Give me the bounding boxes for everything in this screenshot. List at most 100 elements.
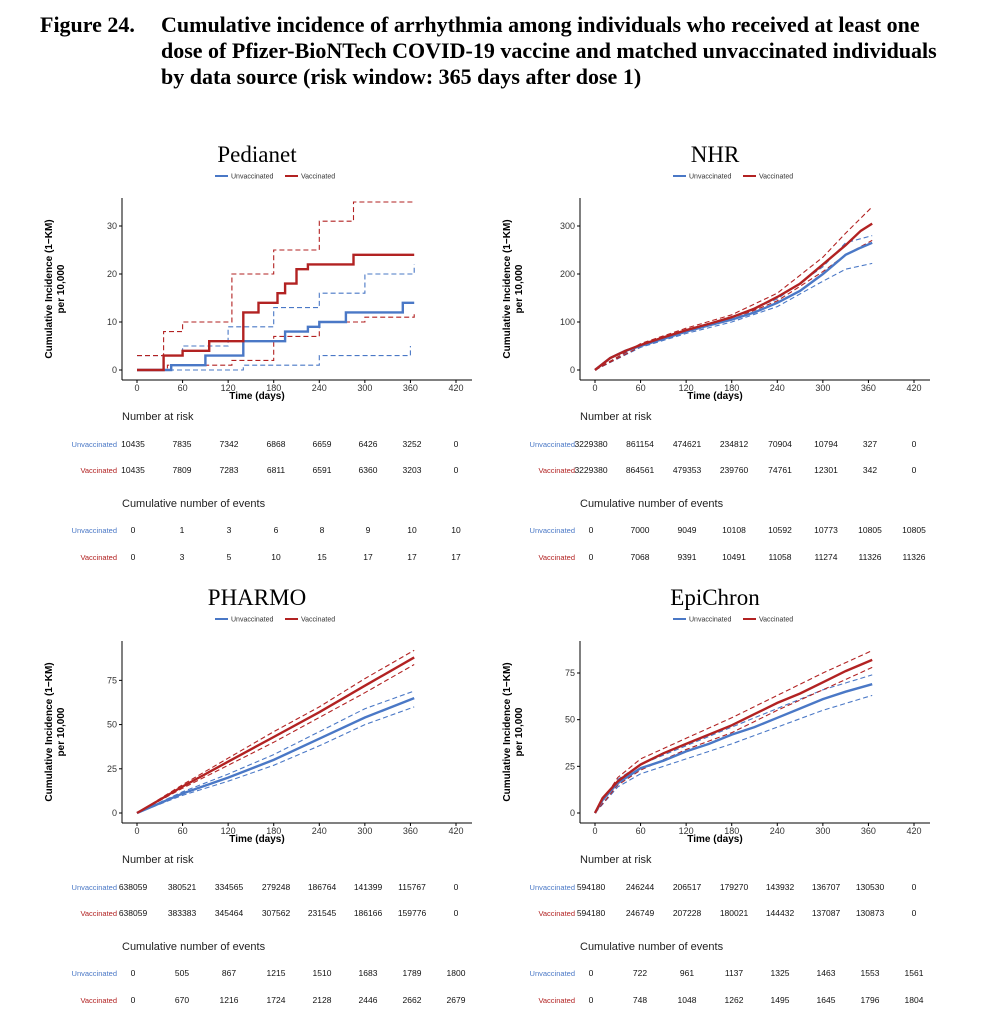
events-row-label-unvaccinated: Unvaccinated bbox=[72, 526, 117, 535]
events-cell-unvaccinated: 961 bbox=[680, 968, 694, 978]
events-cell-unvaccinated: 1553 bbox=[861, 968, 880, 978]
risk-cell-unvaccinated: 861154 bbox=[626, 439, 654, 449]
risk-cell-unvaccinated: 234812 bbox=[720, 439, 749, 449]
events-cell-vaccinated: 10 bbox=[271, 552, 281, 562]
risk-cell-vaccinated: 6360 bbox=[359, 465, 378, 475]
y-axis-title: Cumulative Incidence (1−KM) per 10,000 bbox=[502, 219, 525, 358]
events-cell-unvaccinated: 1325 bbox=[771, 968, 790, 978]
risk-cell-unvaccinated: 246244 bbox=[626, 882, 655, 892]
risk-cell-unvaccinated: 10794 bbox=[814, 439, 838, 449]
risk-row-label-unvaccinated: Unvaccinated bbox=[530, 440, 575, 449]
risk-cell-unvaccinated: 3252 bbox=[403, 439, 422, 449]
y-tick-label: 25 bbox=[107, 764, 117, 774]
events-row-label-unvaccinated: Unvaccinated bbox=[72, 969, 117, 978]
x-axis-title: Time (days) bbox=[229, 391, 284, 402]
events-cell-vaccinated: 1804 bbox=[905, 995, 924, 1005]
risk-cell-unvaccinated: 141399 bbox=[354, 882, 383, 892]
risk-cell-vaccinated: 231545 bbox=[308, 908, 337, 918]
risk-cell-unvaccinated: 327 bbox=[863, 439, 877, 449]
x-tick-label: 300 bbox=[815, 826, 830, 836]
ci-upper-vaccinated bbox=[137, 201, 415, 357]
ci-upper-unvaccinated bbox=[136, 690, 415, 814]
events-cell-unvaccinated: 7000 bbox=[631, 525, 650, 535]
series-line-vaccinated bbox=[136, 656, 415, 815]
events-cell-unvaccinated: 9049 bbox=[678, 525, 697, 535]
risk-row-label-vaccinated: Vaccinated bbox=[538, 466, 575, 475]
risk-cell-vaccinated: 3203 bbox=[403, 465, 422, 475]
x-tick-label: 420 bbox=[448, 383, 463, 393]
events-cell-vaccinated: 11326 bbox=[858, 552, 881, 562]
risk-cell-unvaccinated: 380521 bbox=[168, 882, 197, 892]
x-tick-label: 60 bbox=[178, 383, 188, 393]
x-tick-label: 0 bbox=[592, 383, 597, 393]
x-tick-label: 60 bbox=[636, 826, 646, 836]
ci-lower-unvaccinated bbox=[136, 706, 415, 814]
x-tick-label: 420 bbox=[906, 826, 921, 836]
risk-cell-unvaccinated: 179270 bbox=[720, 882, 749, 892]
ci-upper-vaccinated bbox=[594, 650, 873, 814]
panel-nhr: NHR Unvaccinated Vaccinated 0 60 120 180 240 300… bbox=[502, 142, 930, 562]
risk-cell-vaccinated: 10435 bbox=[121, 465, 145, 475]
y-tick-label: 0 bbox=[570, 808, 575, 818]
x-tick-label: 0 bbox=[592, 826, 597, 836]
y-axis-title: Cumulative Incidence (1−KM) per 10,000 bbox=[44, 662, 67, 801]
panel-pharmo: PHARMO Unvaccinated Vaccinated 0 60 120 180 240… bbox=[44, 585, 472, 1005]
risk-cell-vaccinated: 342 bbox=[863, 465, 877, 475]
events-cell-vaccinated: 10491 bbox=[722, 552, 746, 562]
risk-table-title: Number at risk bbox=[580, 854, 652, 866]
y-tick-label: 200 bbox=[560, 269, 575, 279]
events-cell-unvaccinated: 1463 bbox=[817, 968, 836, 978]
y-tick-label: 300 bbox=[560, 221, 575, 231]
panel-title: Pedianet bbox=[217, 142, 297, 167]
y-tick-label: 75 bbox=[107, 675, 117, 685]
y-tick-label: 50 bbox=[107, 720, 117, 730]
events-cell-vaccinated: 2679 bbox=[447, 995, 466, 1005]
events-cell-vaccinated: 1216 bbox=[220, 995, 239, 1005]
risk-cell-vaccinated: 74761 bbox=[768, 465, 792, 475]
y-axis-title-line2: per 10,000 bbox=[56, 707, 67, 756]
events-table-title: Cumulative number of events bbox=[122, 498, 266, 510]
risk-cell-unvaccinated: 186764 bbox=[308, 882, 337, 892]
events-table-title: Cumulative number of events bbox=[122, 941, 266, 953]
legend-label-unvaccinated: Unvaccinated bbox=[231, 617, 274, 624]
risk-cell-vaccinated: 246749 bbox=[626, 908, 655, 918]
risk-cell-vaccinated: 594180 bbox=[577, 908, 606, 918]
events-cell-unvaccinated: 0 bbox=[131, 525, 136, 535]
risk-cell-vaccinated: 479353 bbox=[673, 465, 702, 475]
events-cell-vaccinated: 748 bbox=[633, 995, 647, 1005]
figure-caption: Cumulative incidence of arrhythmia among… bbox=[161, 12, 937, 89]
events-cell-unvaccinated: 1789 bbox=[403, 968, 422, 978]
x-tick-label: 120 bbox=[221, 383, 236, 393]
risk-cell-vaccinated: 7283 bbox=[220, 465, 239, 475]
events-cell-vaccinated: 1796 bbox=[861, 995, 880, 1005]
events-cell-unvaccinated: 10805 bbox=[902, 525, 926, 535]
events-cell-unvaccinated: 9 bbox=[366, 525, 371, 535]
risk-cell-vaccinated: 0 bbox=[912, 908, 917, 918]
series-line-unvaccinated bbox=[137, 301, 415, 372]
events-row-label-unvaccinated: Unvaccinated bbox=[530, 969, 575, 978]
events-table-title: Cumulative number of events bbox=[580, 498, 724, 510]
risk-cell-unvaccinated: 279248 bbox=[262, 882, 291, 892]
events-cell-unvaccinated: 867 bbox=[222, 968, 236, 978]
x-tick-label: 300 bbox=[357, 826, 372, 836]
events-row-label-vaccinated: Vaccinated bbox=[538, 553, 575, 562]
events-cell-vaccinated: 17 bbox=[363, 552, 373, 562]
risk-cell-unvaccinated: 206517 bbox=[673, 882, 702, 892]
events-cell-vaccinated: 5 bbox=[227, 552, 232, 562]
series-line-vaccinated bbox=[594, 222, 873, 371]
risk-cell-vaccinated: 345464 bbox=[215, 908, 244, 918]
legend-label-vaccinated: Vaccinated bbox=[759, 174, 793, 181]
risk-row-label-vaccinated: Vaccinated bbox=[80, 466, 117, 475]
ci-lower-vaccinated bbox=[137, 312, 415, 371]
risk-row-label-unvaccinated: Unvaccinated bbox=[530, 883, 575, 892]
risk-cell-vaccinated: 207228 bbox=[673, 908, 702, 918]
x-tick-label: 240 bbox=[770, 383, 785, 393]
events-cell-unvaccinated: 10773 bbox=[814, 525, 838, 535]
ci-upper-vaccinated bbox=[136, 649, 415, 814]
series-line-vaccinated bbox=[137, 253, 415, 372]
x-tick-label: 0 bbox=[134, 826, 139, 836]
legend-label-unvaccinated: Unvaccinated bbox=[689, 617, 732, 624]
y-axis-title-line1: Cumulative Incidence (1−KM) bbox=[502, 662, 513, 801]
